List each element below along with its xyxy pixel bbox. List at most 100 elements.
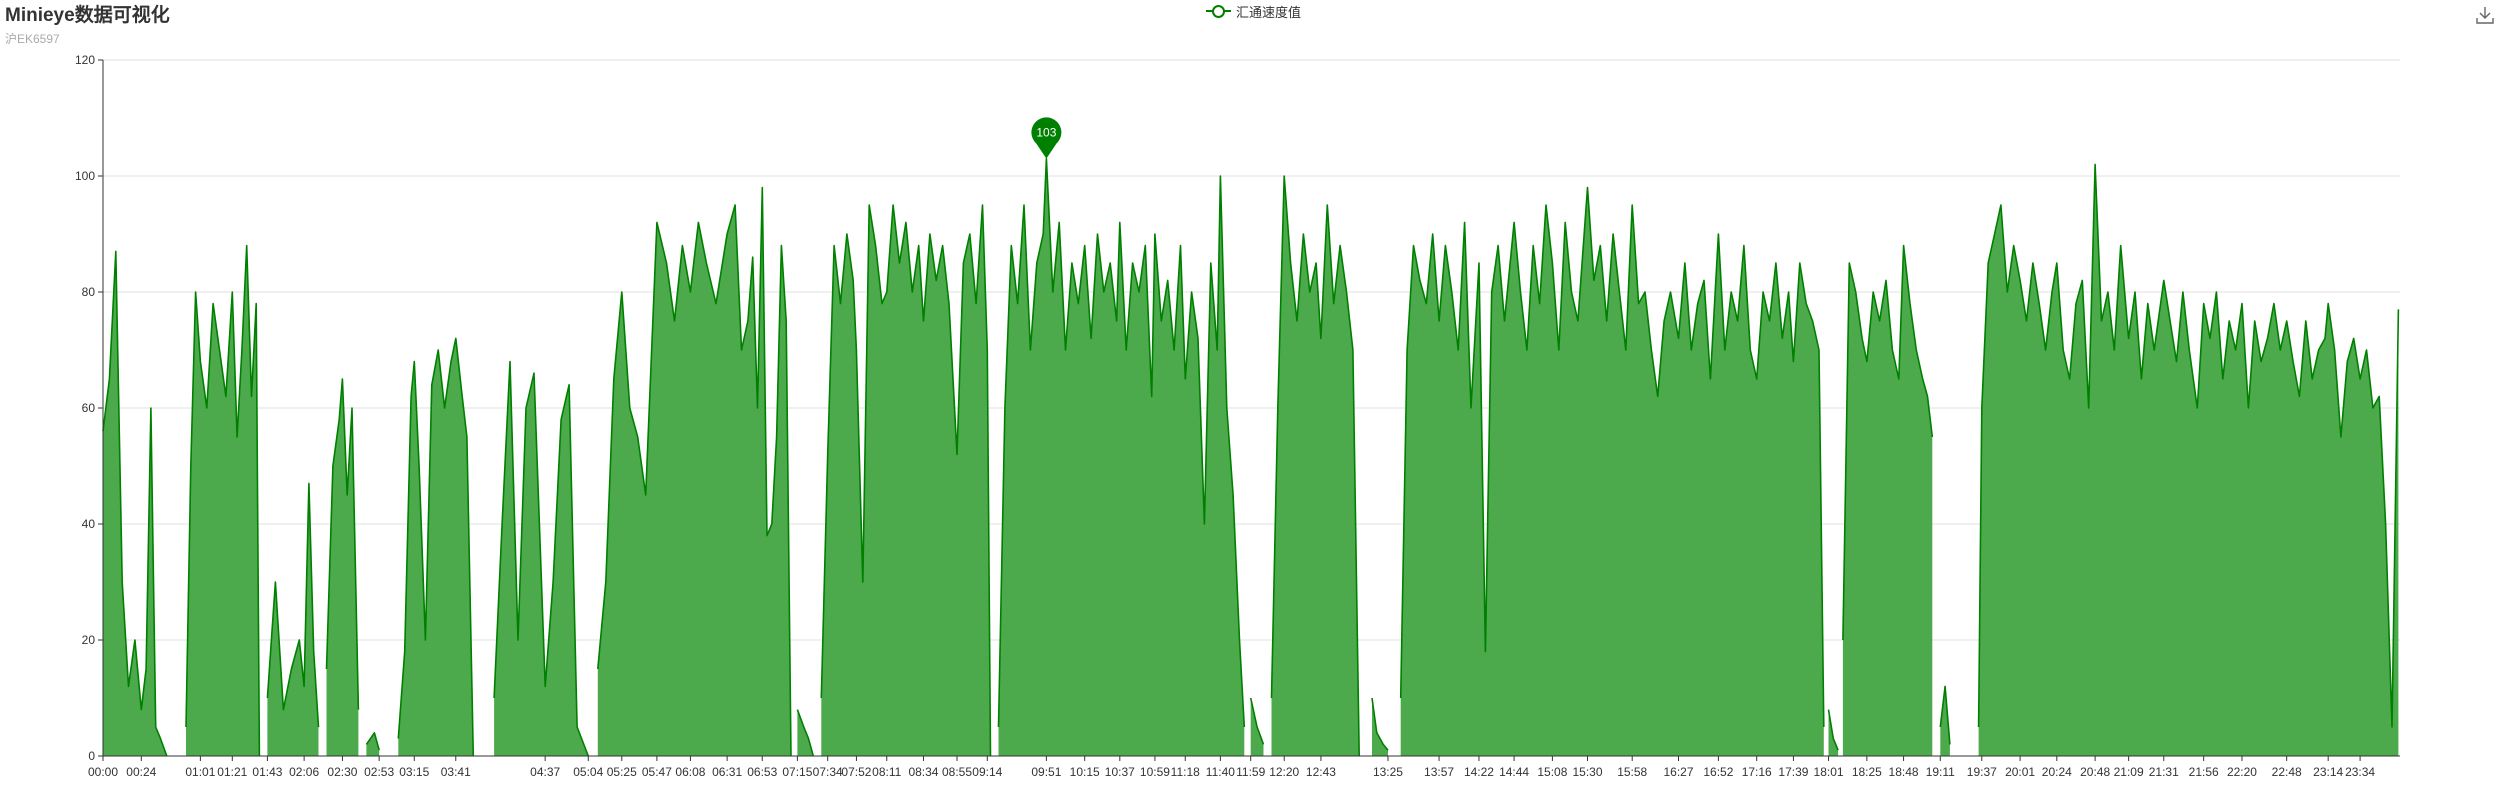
max-pin-icon: [1031, 117, 1062, 159]
x-tick-label: 11:59: [1236, 765, 1265, 779]
y-tick-label: 20: [82, 633, 96, 647]
series-line-segment: [185, 244, 261, 757]
series-line-segment: [365, 732, 380, 751]
series-line-segment: [1270, 175, 1360, 757]
x-tick-label: 05:47: [642, 765, 672, 779]
x-tick-label: 17:39: [1778, 765, 1808, 779]
x-tick-label: 07:34: [813, 765, 843, 779]
x-tick-label: 11:40: [1206, 765, 1235, 779]
x-tick-label: 19:37: [1967, 765, 1997, 779]
x-tick-label: 13:57: [1424, 765, 1454, 779]
x-tick-label: 23:34: [2345, 765, 2375, 779]
series-line-segment: [397, 337, 475, 757]
x-tick-label: 09:51: [1031, 765, 1061, 779]
x-tick-label: 00:24: [126, 765, 156, 779]
x-tick-label: 14:44: [1499, 765, 1529, 779]
x-tick-label: 05:25: [607, 765, 637, 779]
x-tick-label: 10:15: [1070, 765, 1100, 779]
y-tick-label: 80: [82, 285, 96, 299]
series-line-segment: [997, 157, 1246, 728]
x-tick-label: 12:20: [1269, 765, 1299, 779]
x-tick-label: 16:27: [1663, 765, 1693, 779]
x-tick-label: 09:14: [972, 765, 1002, 779]
x-tick-label: 04:37: [530, 765, 560, 779]
series-line-segment: [1939, 685, 1951, 745]
x-tick-label: 05:04: [573, 765, 603, 779]
x-tick-label: 01:21: [217, 765, 247, 779]
series-area-segment: [398, 338, 474, 756]
x-tick-label: 11:18: [1171, 765, 1200, 779]
max-value-marker[interactable]: 103: [1031, 117, 1062, 159]
x-tick-label: 01:01: [185, 765, 215, 779]
x-tick-label: 16:52: [1703, 765, 1733, 779]
series-area-segment: [326, 379, 359, 756]
series-area-segment: [1978, 164, 2399, 756]
series-area-segment: [267, 483, 319, 756]
x-tick-label: 08:55: [942, 765, 972, 779]
series-line-segment: [1842, 244, 1934, 641]
series-line-segment: [1827, 709, 1839, 751]
y-axis-ticks: 0 20 40 60 80 100 120: [75, 53, 103, 763]
x-tick-label: 19:11: [1926, 765, 1955, 779]
series-line: [102, 157, 2400, 757]
x-tick-label: 21:31: [2149, 765, 2179, 779]
series-area-segment: [1842, 245, 1933, 756]
y-tick-label: 120: [75, 53, 95, 67]
x-tick-label: 18:01: [1814, 765, 1844, 779]
x-tick-label: 17:16: [1742, 765, 1772, 779]
series-line-segment: [1977, 163, 2400, 728]
x-tick-label: 03:41: [441, 765, 471, 779]
download-icon[interactable]: [2474, 4, 2496, 26]
x-axis-ticks: 00:00 00:24 01:01 01:21 01:43 02:06 02:30 02:53…: [88, 756, 2375, 779]
series-line-segment: [1399, 186, 1825, 728]
x-tick-label: 01:43: [252, 765, 282, 779]
series-line-segment: [597, 186, 792, 757]
series-line-segment: [1249, 697, 1265, 745]
x-tick-label: 18:25: [1852, 765, 1882, 779]
x-tick-label: 07:52: [841, 765, 871, 779]
x-tick-label: 02:53: [364, 765, 394, 779]
x-tick-label: 13:25: [1373, 765, 1403, 779]
series-area-segment: [1400, 187, 1824, 757]
chart-subtitle: 沪EK6597: [5, 32, 60, 46]
x-tick-label: 22:48: [2272, 765, 2302, 779]
x-tick-label: 07:15: [782, 765, 812, 779]
y-tick-label: 100: [75, 169, 95, 183]
x-tick-label: 23:14: [2313, 765, 2343, 779]
series-line-segment: [266, 482, 320, 728]
x-tick-label: 08:11: [872, 765, 901, 779]
series-line-segment: [325, 378, 360, 710]
series-line-segment: [493, 360, 590, 757]
x-tick-label: 10:59: [1140, 765, 1170, 779]
x-tick-label: 15:08: [1537, 765, 1567, 779]
x-tick-label: 08:34: [908, 765, 938, 779]
max-pin-label: 103: [1036, 126, 1056, 140]
series-line-segment: [1371, 697, 1389, 751]
x-tick-label: 03:15: [399, 765, 429, 779]
series-area-segment: [998, 158, 1245, 757]
series-line-segment: [796, 709, 815, 757]
series-area-segment: [1940, 686, 1950, 756]
x-tick-label: 06:31: [712, 765, 742, 779]
x-tick-label: 20:01: [2005, 765, 2035, 779]
x-tick-label: 15:58: [1617, 765, 1647, 779]
legend-label: 汇通速度值: [1236, 4, 1302, 20]
x-tick-label: 20:24: [2042, 765, 2072, 779]
x-tick-label: 02:06: [289, 765, 319, 779]
x-tick-label: 06:53: [747, 765, 777, 779]
series-area-segment: [1372, 698, 1388, 756]
series-area-segment: [821, 205, 991, 756]
x-tick-label: 14:22: [1464, 765, 1494, 779]
legend-item[interactable]: 汇通速度值: [1206, 1, 1301, 21]
x-tick-label: 18:48: [1889, 765, 1919, 779]
series-area-segment: [597, 187, 791, 757]
x-tick-label: 00:00: [88, 765, 118, 779]
series-area-segment: [366, 732, 380, 756]
series-area-segment: [1271, 176, 1360, 756]
x-tick-label: 22:20: [2227, 765, 2257, 779]
x-tick-label: 21:09: [2114, 765, 2144, 779]
series-area-segment: [494, 361, 589, 756]
chart-title: Minieye数据可视化: [5, 5, 170, 26]
legend-line-circle-icon: [1206, 4, 1231, 18]
